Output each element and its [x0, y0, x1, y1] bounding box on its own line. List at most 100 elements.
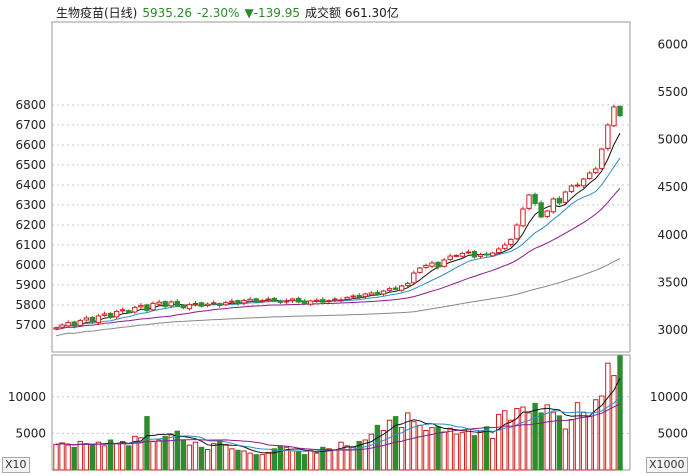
up-candle	[204, 303, 211, 307]
right-tick-label: 4500	[657, 180, 688, 194]
left-tick-label: 6300	[15, 198, 46, 212]
volume-bar	[550, 411, 556, 471]
volume-bar	[344, 445, 350, 471]
down-candle	[144, 304, 150, 311]
ma5-line	[55, 132, 621, 329]
ma60-line	[55, 258, 621, 337]
left-price-axis: 5700 5800 5900 6000 6100 6200 6300 6400 6500 6600…	[15, 98, 46, 332]
down-candle	[471, 250, 478, 258]
up-candle	[77, 320, 83, 326]
down-candle	[356, 294, 362, 298]
volume-bar	[368, 433, 375, 471]
volume-bar	[95, 441, 102, 471]
up-candle	[405, 282, 411, 286]
volume-bar	[605, 362, 611, 471]
up-candle	[156, 301, 162, 305]
up-candle	[368, 292, 375, 296]
volume-bar	[593, 399, 599, 471]
down-candle	[301, 300, 308, 304]
volume-bar	[380, 429, 387, 471]
up-candle	[150, 302, 156, 311]
right-tick-label: 5000	[657, 133, 688, 147]
volume-bar	[59, 442, 65, 471]
volume-right-tick-label: 5000	[657, 426, 688, 440]
down-candle	[374, 291, 381, 296]
volume-bar	[386, 419, 393, 471]
volume-bar	[271, 448, 278, 471]
volume-bar	[223, 443, 229, 471]
up-candle	[502, 244, 508, 249]
volume-bar	[580, 411, 587, 471]
up-candle	[496, 248, 502, 253]
up-candle	[477, 254, 484, 257]
up-candle	[338, 299, 344, 302]
up-candle	[241, 299, 247, 304]
change-value: ▼-139.95	[244, 6, 300, 20]
volume-bar	[283, 446, 290, 471]
down-candle	[271, 297, 278, 302]
up-candle	[611, 106, 617, 127]
volume-bar	[398, 427, 405, 471]
up-candle	[362, 293, 368, 297]
volume-bar	[326, 448, 332, 471]
up-candle	[568, 185, 575, 192]
volume-bar	[162, 435, 168, 471]
up-candle	[447, 255, 453, 260]
left-scale-badge: X10	[2, 457, 30, 473]
up-candle	[210, 302, 217, 305]
right-tick-label: 5500	[657, 85, 688, 99]
volume-bar	[405, 412, 411, 471]
volume-bar	[611, 375, 617, 471]
volume-bar	[429, 427, 435, 471]
down-candle	[320, 299, 326, 303]
right-tick-label: 3500	[657, 275, 688, 289]
volume-bar	[502, 410, 508, 471]
volume-bar	[107, 439, 114, 471]
volume-bar	[180, 439, 187, 471]
left-tick-label: 6100	[15, 238, 46, 252]
volume-bar	[174, 430, 180, 471]
up-candle	[53, 327, 59, 330]
up-candle	[520, 208, 526, 227]
volume-bar	[126, 445, 132, 471]
up-candle	[192, 302, 199, 305]
up-candle	[586, 172, 593, 179]
up-candle	[526, 194, 532, 209]
right-volume-axis: 5000 10000	[650, 390, 688, 441]
down-candle	[126, 310, 132, 314]
up-candle	[508, 238, 514, 245]
volume-bar	[514, 408, 520, 471]
volume-bar	[295, 451, 302, 471]
up-candle	[580, 178, 587, 187]
right-tick-label: 4000	[657, 228, 688, 242]
volume-bar	[532, 402, 538, 471]
volume-bar	[538, 412, 544, 471]
up-candle	[417, 267, 423, 273]
down-candle	[235, 300, 241, 305]
up-candle	[605, 124, 611, 149]
volume-bar	[465, 428, 472, 471]
volume-bar	[132, 435, 138, 471]
volume-bar	[156, 439, 162, 471]
up-candle	[544, 210, 550, 217]
up-candle	[314, 299, 320, 302]
left-tick-label: 6800	[15, 98, 46, 112]
volume-bar	[229, 448, 235, 471]
up-candle	[514, 224, 520, 240]
volume-bar	[374, 424, 381, 471]
volume-bar	[77, 440, 83, 471]
up-candle	[332, 298, 338, 301]
volume-left-tick-label: 10000	[8, 390, 46, 404]
up-candle	[265, 298, 271, 301]
left-tick-label: 6700	[15, 118, 46, 132]
down-candle	[277, 300, 284, 303]
volume-bar	[314, 452, 320, 471]
volume-bar	[574, 402, 581, 471]
volume-bar	[496, 413, 502, 471]
price-panel-frame	[51, 21, 631, 353]
down-candle	[180, 304, 187, 309]
volume-bar	[508, 419, 514, 471]
volume-bar	[453, 433, 459, 471]
down-candle	[538, 202, 544, 218]
